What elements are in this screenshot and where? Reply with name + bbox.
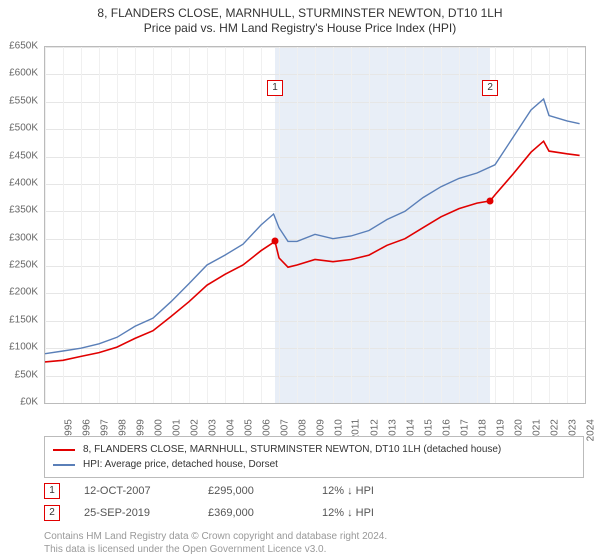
vgridline bbox=[585, 47, 586, 403]
y-tick-label: £500K bbox=[0, 123, 38, 134]
y-tick-label: £300K bbox=[0, 232, 38, 243]
marker-table-delta: 12% ↓ HPI bbox=[322, 485, 374, 497]
legend-swatch-property bbox=[53, 449, 75, 451]
marker-table-index: 2 bbox=[44, 505, 60, 521]
sale-point bbox=[272, 238, 279, 245]
legend-swatch-hpi bbox=[53, 464, 75, 466]
event-marker-box: 2 bbox=[482, 80, 498, 96]
marker-table-date: 25-SEP-2019 bbox=[84, 507, 184, 519]
footnote-line2: This data is licensed under the Open Gov… bbox=[44, 543, 584, 556]
y-tick-label: £600K bbox=[0, 68, 38, 79]
y-tick-label: £0K bbox=[0, 397, 38, 408]
marker-table-row: 1 12-OCT-2007 £295,000 12% ↓ HPI bbox=[44, 480, 584, 502]
legend-label-hpi: HPI: Average price, detached house, Dors… bbox=[83, 457, 278, 472]
series-hpi bbox=[45, 99, 580, 354]
marker-table-row: 2 25-SEP-2019 £369,000 12% ↓ HPI bbox=[44, 502, 584, 524]
title-line2: Price paid vs. HM Land Registry's House … bbox=[0, 21, 600, 36]
y-tick-label: £200K bbox=[0, 287, 38, 298]
marker-table-date: 12-OCT-2007 bbox=[84, 485, 184, 497]
legend-label-property: 8, FLANDERS CLOSE, MARNHULL, STURMINSTER… bbox=[83, 442, 501, 457]
title-line1: 8, FLANDERS CLOSE, MARNHULL, STURMINSTER… bbox=[0, 6, 600, 21]
sale-point bbox=[487, 197, 494, 204]
footnote-line1: Contains HM Land Registry data © Crown c… bbox=[44, 530, 584, 543]
footnote: Contains HM Land Registry data © Crown c… bbox=[44, 530, 584, 556]
y-tick-label: £100K bbox=[0, 342, 38, 353]
price-chart: 8, FLANDERS CLOSE, MARNHULL, STURMINSTER… bbox=[0, 0, 600, 560]
marker-table-delta: 12% ↓ HPI bbox=[322, 507, 374, 519]
marker-table-index: 1 bbox=[44, 483, 60, 499]
event-marker-box: 1 bbox=[267, 80, 283, 96]
marker-table-price: £295,000 bbox=[208, 485, 298, 497]
y-tick-label: £550K bbox=[0, 95, 38, 106]
series-property bbox=[45, 141, 580, 362]
legend: 8, FLANDERS CLOSE, MARNHULL, STURMINSTER… bbox=[44, 436, 584, 478]
y-tick-label: £400K bbox=[0, 177, 38, 188]
series-svg bbox=[45, 47, 585, 403]
y-tick-label: £150K bbox=[0, 314, 38, 325]
y-tick-label: £650K bbox=[0, 41, 38, 52]
x-tick-label: 2024 bbox=[585, 419, 596, 441]
legend-row-hpi: HPI: Average price, detached house, Dors… bbox=[53, 457, 575, 472]
legend-row-property: 8, FLANDERS CLOSE, MARNHULL, STURMINSTER… bbox=[53, 442, 575, 457]
gridline bbox=[45, 403, 585, 404]
sale-markers-table: 1 12-OCT-2007 £295,000 12% ↓ HPI 2 25-SEP-201… bbox=[44, 480, 584, 524]
y-tick-label: £250K bbox=[0, 260, 38, 271]
y-tick-label: £350K bbox=[0, 205, 38, 216]
chart-title: 8, FLANDERS CLOSE, MARNHULL, STURMINSTER… bbox=[0, 0, 600, 36]
y-tick-label: £50K bbox=[0, 369, 38, 380]
y-tick-label: £450K bbox=[0, 150, 38, 161]
plot-area: 12 bbox=[44, 46, 586, 404]
marker-table-price: £369,000 bbox=[208, 507, 298, 519]
